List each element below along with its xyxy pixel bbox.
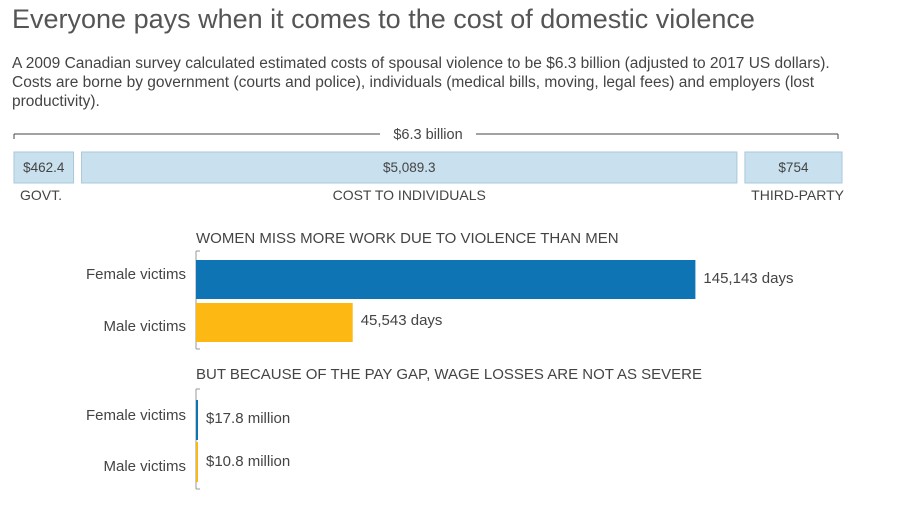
- cost-segment-third-party: [744, 151, 843, 184]
- cost-category-label-individuals: COST TO INDIVIDUALS: [333, 187, 486, 203]
- wage-chart-category-label-female: Female victims: [86, 407, 186, 424]
- total-cost-label: $6.3 billion: [393, 127, 462, 143]
- days-chart-value-label-female: 145,143 days: [703, 270, 793, 287]
- days-chart-category-label-male: Male victims: [103, 318, 186, 335]
- cost-category-label-govt: GOVT.: [20, 187, 62, 203]
- chart-subtitle: A 2009 Canadian survey calculated estima…: [12, 55, 830, 110]
- wage-chart-value-label-male: $10.8 million: [206, 453, 290, 470]
- days-chart-value-label-male: 45,543 days: [361, 312, 443, 329]
- wage-chart-title: BUT BECAUSE OF THE PAY GAP, WAGE LOSSES …: [196, 366, 702, 383]
- days-chart-title: WOMEN MISS MORE WORK DUE TO VIOLENCE THA…: [196, 230, 619, 247]
- cost-value-label-govt: $462.4: [23, 160, 65, 175]
- cost-segment-individuals: [81, 151, 738, 184]
- chart-title: Everyone pays when it comes to the cost …: [12, 4, 755, 34]
- days-chart-bar-male: [196, 303, 353, 342]
- cost-segment-govt: [13, 151, 75, 184]
- wage-chart-value-label-female: $17.8 million: [206, 410, 290, 427]
- cost-value-label-third-party: $754: [778, 160, 809, 175]
- wage-chart-category-label-male: Male victims: [103, 458, 186, 475]
- cost-category-label-third-party: THIRD-PARTY: [751, 187, 844, 203]
- days-chart-category-label-female: Female victims: [86, 266, 186, 283]
- days-chart-bar-female: [196, 260, 696, 299]
- wage-chart-bar-female: [196, 400, 198, 440]
- wage-chart-bar-male: [196, 442, 198, 482]
- cost-value-label-individuals: $5,089.3: [383, 160, 436, 175]
